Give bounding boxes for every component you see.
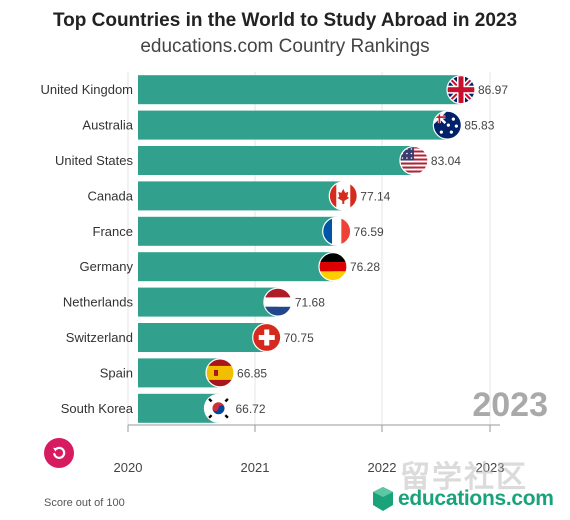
year-label: 2023 [472, 386, 548, 424]
educations-logo-icon [373, 487, 393, 511]
value-label: 77.14 [360, 189, 390, 203]
category-label: Germany [80, 259, 134, 274]
category-label: United Kingdom [41, 82, 134, 97]
value-label: 76.28 [350, 260, 380, 274]
labels-layer: United Kingdom 86.97 Australia 85.83 United … [41, 82, 509, 416]
uk-flag-icon [447, 75, 475, 104]
category-label: Switzerland [66, 330, 133, 345]
value-label: 76.59 [354, 225, 384, 239]
x-tick-label: 2021 [241, 460, 270, 475]
brand-logo: educations.com [372, 486, 554, 512]
flags-layer [203, 75, 476, 423]
france-flag-icon [322, 217, 351, 246]
category-label: United States [55, 153, 134, 168]
canada-flag-icon [329, 181, 358, 210]
chart-subtitle: educations.com Country Rankings [140, 36, 430, 57]
switzerland-flag-icon [252, 323, 281, 352]
value-label: 85.83 [464, 119, 494, 133]
value-label: 86.97 [478, 83, 508, 97]
bars-layer [138, 75, 461, 423]
bar-5 [138, 252, 333, 282]
x-axis: 2020 2021 2022 2023 [114, 424, 505, 475]
netherlands-flag-icon [263, 288, 292, 317]
replay-icon [53, 446, 66, 459]
category-label: Netherlands [63, 295, 134, 310]
bar-7 [138, 323, 267, 352]
value-label: 66.72 [235, 402, 265, 416]
replay-button[interactable] [44, 438, 74, 468]
bar-3 [138, 181, 344, 211]
x-tick-label: 2020 [114, 460, 143, 475]
category-label: Australia [82, 118, 133, 133]
bar-0 [138, 75, 461, 105]
chart-title: Top Countries in the World to Study Abro… [52, 10, 518, 31]
category-label: Canada [87, 188, 133, 203]
value-label: 71.68 [295, 296, 325, 310]
bar-4 [138, 216, 337, 246]
watermark: 留学社区 [400, 461, 528, 494]
us-flag-icon [399, 146, 428, 175]
category-label: France [93, 224, 133, 239]
x-tick-label: 2023 [476, 460, 505, 475]
south-korea-flag-icon [204, 394, 233, 423]
bar-6 [138, 287, 278, 317]
value-label: 66.85 [237, 366, 267, 380]
score-footnote: Score out of 100 [44, 497, 125, 509]
category-label: South Korea [61, 401, 134, 416]
bar-2 [138, 146, 414, 175]
category-label: Spain [100, 365, 133, 380]
bar-1 [138, 110, 448, 140]
brand-name: educations.com [398, 487, 554, 510]
x-tick-label: 2022 [368, 460, 397, 475]
spain-flag-icon [206, 358, 235, 387]
germany-flag-icon [318, 252, 347, 281]
value-label: 83.04 [431, 154, 461, 168]
value-label: 70.75 [284, 331, 314, 345]
